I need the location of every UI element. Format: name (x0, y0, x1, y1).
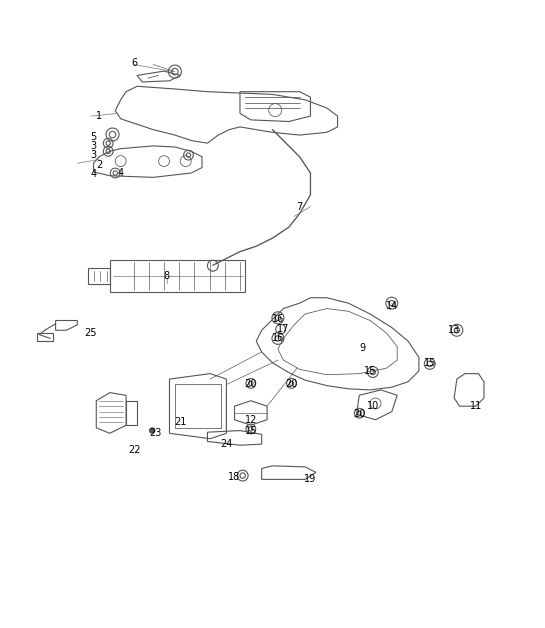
Text: 6: 6 (131, 58, 137, 68)
Bar (110, 260, 245, 292)
Bar (126, 401, 137, 425)
Text: 14: 14 (386, 301, 398, 311)
Text: 3: 3 (90, 141, 96, 151)
Text: 15: 15 (245, 426, 257, 436)
Text: 13: 13 (448, 325, 461, 335)
Text: 17: 17 (277, 324, 289, 334)
Text: 24: 24 (220, 439, 233, 449)
Bar (175, 384, 221, 428)
Text: 16: 16 (272, 333, 284, 344)
Text: 20: 20 (353, 409, 366, 420)
Text: 5: 5 (90, 133, 96, 142)
Text: 23: 23 (150, 428, 162, 438)
Text: 10: 10 (367, 401, 379, 411)
Text: 9: 9 (359, 343, 365, 352)
Text: 7: 7 (296, 202, 302, 212)
Text: 22: 22 (128, 445, 141, 455)
Text: 21: 21 (174, 418, 186, 428)
Text: 8: 8 (164, 271, 170, 281)
Text: 19: 19 (304, 474, 317, 484)
Circle shape (149, 428, 155, 433)
Text: 4: 4 (90, 169, 96, 179)
Text: 15: 15 (423, 358, 436, 368)
Text: 2: 2 (96, 160, 102, 170)
Text: 20: 20 (245, 379, 257, 389)
Text: 1: 1 (96, 111, 102, 121)
Text: 12: 12 (245, 414, 257, 425)
Text: 18: 18 (228, 472, 241, 482)
Text: 3: 3 (90, 150, 96, 160)
Text: 15: 15 (364, 366, 376, 376)
Text: 25: 25 (84, 328, 97, 338)
Text: 16: 16 (272, 315, 284, 325)
Text: 20: 20 (285, 379, 298, 389)
Text: 11: 11 (470, 401, 482, 411)
Bar (88, 268, 110, 284)
Bar (37, 333, 53, 341)
Text: 4: 4 (118, 168, 124, 178)
